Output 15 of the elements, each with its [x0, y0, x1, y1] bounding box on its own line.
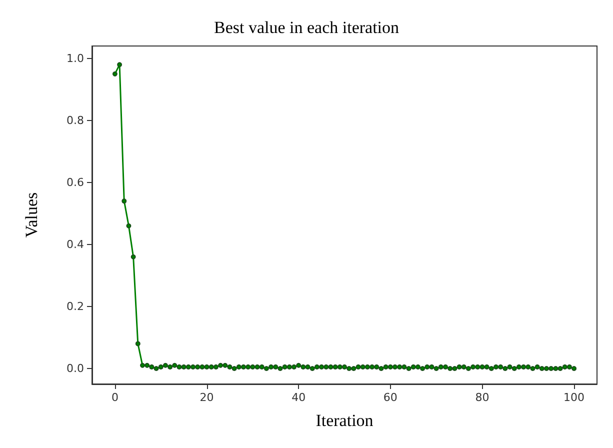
x-tick-label: 100 [564, 391, 585, 404]
y-axis-title: Values [22, 192, 41, 238]
y-tick-label: 0.0 [66, 362, 84, 375]
x-tick-label: 0 [111, 391, 118, 404]
y-tick-label: 0.4 [66, 238, 84, 251]
y-tick-label: 1.0 [66, 52, 84, 65]
y-tick-label: 0.8 [66, 114, 84, 127]
chart-title: Best value in each iteration [214, 18, 400, 37]
x-tick-label: 60 [383, 391, 398, 404]
x-tick-label: 80 [475, 391, 490, 404]
x-tick-label: 40 [292, 391, 306, 404]
x-axis-title: Iteration [316, 411, 374, 430]
y-tick-label: 0.6 [66, 176, 84, 189]
x-tick-label: 20 [200, 391, 214, 404]
y-tick-label: 0.2 [66, 300, 84, 313]
